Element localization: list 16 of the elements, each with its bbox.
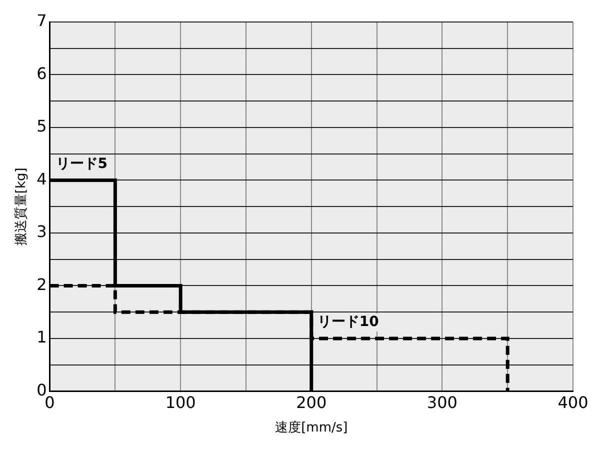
y-tick-label: 6 (36, 64, 47, 83)
y-tick-label: 0 (36, 380, 47, 400)
x-axis-title: 速度[mm/s] (275, 420, 348, 436)
y-tick-label: 3 (36, 222, 47, 242)
y-tick-label: 2 (36, 274, 47, 294)
series-label: リード5 (56, 156, 108, 172)
x-tick-label: 100 (165, 392, 196, 412)
y-tick-label: 1 (36, 328, 47, 347)
y-tick-label: 5 (36, 116, 47, 136)
y-tick-label: 4 (36, 169, 47, 188)
y-tick-label: 7 (36, 11, 47, 30)
series-label: リード10 (317, 314, 380, 330)
x-tick-label: 400 (558, 392, 588, 412)
y-axis-title: 搬送質量[kg] (14, 168, 30, 246)
x-tick-label: 300 (426, 392, 458, 412)
x-tick-label: 200 (296, 392, 327, 412)
